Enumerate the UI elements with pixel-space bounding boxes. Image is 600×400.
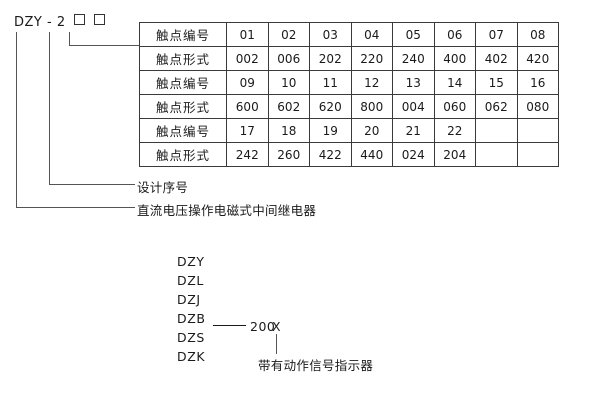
model-series-digit: 2 bbox=[56, 15, 66, 30]
table-cell: 04 bbox=[350, 22, 393, 47]
table-cell: 08 bbox=[516, 22, 559, 47]
table-row: 触点编号 09 10 11 12 13 14 15 16 bbox=[139, 70, 559, 95]
annotation-indicator-note: 带有动作信号指示器 bbox=[258, 358, 374, 373]
list-item: DZK bbox=[177, 349, 206, 364]
model-code-header: DZY - 2 bbox=[14, 14, 105, 30]
table-cell: 240 bbox=[392, 46, 435, 71]
table-cell: 10 bbox=[267, 70, 310, 95]
model-prefix: DZY bbox=[14, 15, 43, 30]
table-cell: 22 bbox=[433, 118, 476, 143]
table-cell: 07 bbox=[475, 22, 518, 47]
table-cell: 05 bbox=[392, 22, 435, 47]
table-row: 触点形式 242 260 422 440 024 204 bbox=[139, 142, 559, 167]
table-cell: 006 bbox=[267, 46, 310, 71]
table-cell: 12 bbox=[350, 70, 393, 95]
table-row: 触点编号 01 02 03 04 05 06 07 08 bbox=[139, 22, 559, 47]
table-cell: 13 bbox=[392, 70, 435, 95]
table-cell: 440 bbox=[350, 142, 393, 167]
table-cell: 420 bbox=[516, 46, 559, 71]
leader-line-device-horizontal bbox=[16, 207, 135, 208]
table-cell: 09 bbox=[226, 70, 269, 95]
leader-line-table-horizontal bbox=[69, 45, 139, 46]
list-item: DZY bbox=[177, 254, 205, 269]
annotation-design-serial: 设计序号 bbox=[137, 180, 189, 195]
table-cell: 01 bbox=[226, 22, 269, 47]
table-cell: 260 bbox=[267, 142, 310, 167]
row-label: 触点编号 bbox=[139, 118, 227, 143]
placeholder-box-1 bbox=[74, 14, 86, 25]
table-cell-empty bbox=[475, 118, 518, 143]
table-cell: 15 bbox=[475, 70, 518, 95]
row-label: 触点编号 bbox=[139, 70, 227, 95]
table-cell: 21 bbox=[392, 118, 435, 143]
contact-code-table: 触点编号 01 02 03 04 05 06 07 08 触点形式 002 00… bbox=[139, 22, 559, 167]
table-cell: 16 bbox=[516, 70, 559, 95]
leader-line-table-vertical bbox=[69, 32, 70, 46]
table-cell: 400 bbox=[433, 46, 476, 71]
series-code-list: DZY DZL DZJ DZB DZS DZK bbox=[177, 252, 206, 366]
table-cell: 220 bbox=[350, 46, 393, 71]
table-cell: 202 bbox=[309, 46, 352, 71]
table-cell: 402 bbox=[475, 46, 518, 71]
list-item: DZL bbox=[177, 273, 204, 288]
leader-line-serial-vertical bbox=[49, 32, 50, 185]
table-cell: 242 bbox=[226, 142, 269, 167]
table-cell-empty bbox=[516, 142, 559, 167]
table-row: 触点形式 600 602 620 800 004 060 062 080 bbox=[139, 94, 559, 119]
table-cell: 080 bbox=[516, 94, 559, 119]
table-cell: 03 bbox=[309, 22, 352, 47]
table-cell: 004 bbox=[392, 94, 435, 119]
table-cell: 18 bbox=[267, 118, 310, 143]
list-item: DZJ bbox=[177, 292, 201, 307]
table-cell: 06 bbox=[433, 22, 476, 47]
table-row: 触点形式 002 006 202 220 240 400 402 420 bbox=[139, 46, 559, 71]
leader-line-suffix-note bbox=[276, 334, 277, 354]
series-code-number: 200 bbox=[250, 319, 276, 334]
table-cell: 060 bbox=[433, 94, 476, 119]
series-code-suffix: X bbox=[272, 319, 281, 334]
placeholder-box-2 bbox=[93, 14, 105, 25]
table-cell: 422 bbox=[309, 142, 352, 167]
table-cell: 17 bbox=[226, 118, 269, 143]
table-cell: 204 bbox=[433, 142, 476, 167]
contact-table-body: 触点编号 01 02 03 04 05 06 07 08 触点形式 002 00… bbox=[139, 22, 559, 167]
table-cell: 11 bbox=[309, 70, 352, 95]
row-label: 触点编号 bbox=[139, 22, 227, 47]
table-cell-empty bbox=[475, 142, 518, 167]
table-cell: 02 bbox=[267, 22, 310, 47]
table-cell: 600 bbox=[226, 94, 269, 119]
table-cell: 062 bbox=[475, 94, 518, 119]
table-cell: 19 bbox=[309, 118, 352, 143]
model-dash: - bbox=[47, 15, 53, 30]
table-cell: 20 bbox=[350, 118, 393, 143]
table-cell: 024 bbox=[392, 142, 435, 167]
leader-line-series-code bbox=[213, 325, 246, 326]
table-cell-empty bbox=[516, 118, 559, 143]
annotation-device-description: 直流电压操作电磁式中间继电器 bbox=[137, 203, 317, 218]
table-cell: 602 bbox=[267, 94, 310, 119]
row-label: 触点形式 bbox=[139, 142, 227, 167]
table-cell: 002 bbox=[226, 46, 269, 71]
leader-line-device-vertical bbox=[16, 32, 17, 208]
table-cell: 620 bbox=[309, 94, 352, 119]
leader-line-serial-horizontal bbox=[49, 184, 135, 185]
table-row: 触点编号 17 18 19 20 21 22 bbox=[139, 118, 559, 143]
list-item: DZS bbox=[177, 330, 205, 345]
row-label: 触点形式 bbox=[139, 94, 227, 119]
list-item: DZB bbox=[177, 311, 206, 326]
row-label: 触点形式 bbox=[139, 46, 227, 71]
table-cell: 14 bbox=[433, 70, 476, 95]
table-cell: 800 bbox=[350, 94, 393, 119]
